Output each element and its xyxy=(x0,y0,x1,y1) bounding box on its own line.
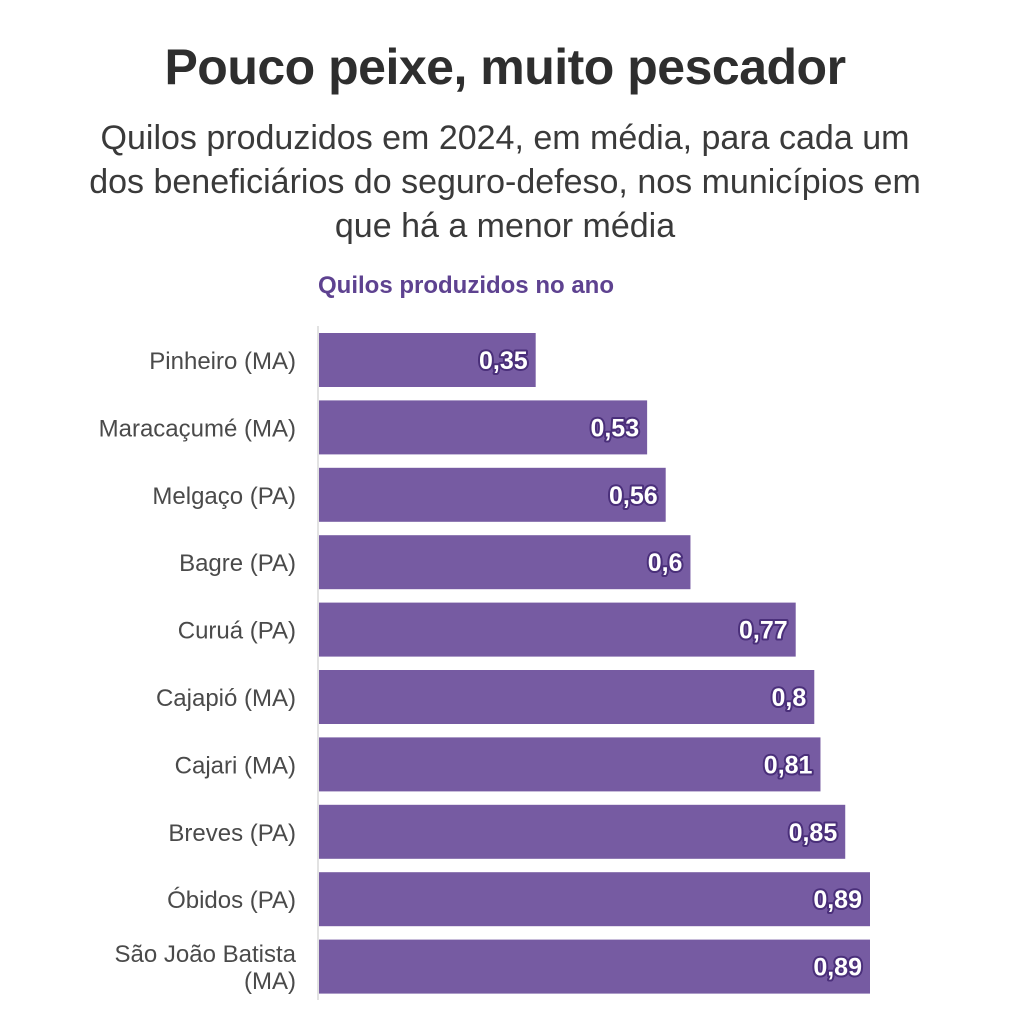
category-label: Melgaço (PA) xyxy=(152,483,296,510)
bar xyxy=(319,737,821,792)
category-label: Pinheiro (MA) xyxy=(149,348,296,375)
data-label: 0,85 xyxy=(789,819,838,847)
bar xyxy=(319,602,796,657)
category-label: Cajapió (MA) xyxy=(156,685,296,712)
chart-title: Pouco peixe, muito pescador xyxy=(164,39,846,95)
bar xyxy=(319,535,691,590)
bar xyxy=(319,939,870,994)
data-label: 0,81 xyxy=(764,751,813,779)
bar xyxy=(319,333,536,387)
bar xyxy=(319,467,666,522)
bar xyxy=(319,804,846,859)
category-label: Breves (PA) xyxy=(168,820,296,847)
category-label: São João Batista (MA) xyxy=(115,941,297,995)
data-label: 0,89 xyxy=(813,886,862,914)
category-label: Curuá (PA) xyxy=(178,618,296,645)
bar xyxy=(319,670,815,724)
bar xyxy=(319,872,870,927)
bar xyxy=(319,400,648,455)
category-label: Bagre (PA) xyxy=(179,550,296,577)
data-label: 0,77 xyxy=(739,617,788,645)
category-label: Óbidos (PA) xyxy=(167,887,296,914)
data-label: 0,56 xyxy=(609,482,658,510)
data-label: 0,89 xyxy=(813,954,862,982)
data-label: 0,35 xyxy=(479,347,528,375)
data-label: 0,53 xyxy=(590,414,639,442)
category-label: Cajari (MA) xyxy=(175,752,296,779)
data-label: 0,6 xyxy=(648,549,683,577)
chart-subtitle: Quilos produzidos em 2024, em média, par… xyxy=(89,119,921,245)
category-label: Maracaçumé (MA) xyxy=(99,415,296,442)
data-label: 0,8 xyxy=(772,684,807,712)
axis-title: Quilos produzidos no ano xyxy=(318,272,614,299)
